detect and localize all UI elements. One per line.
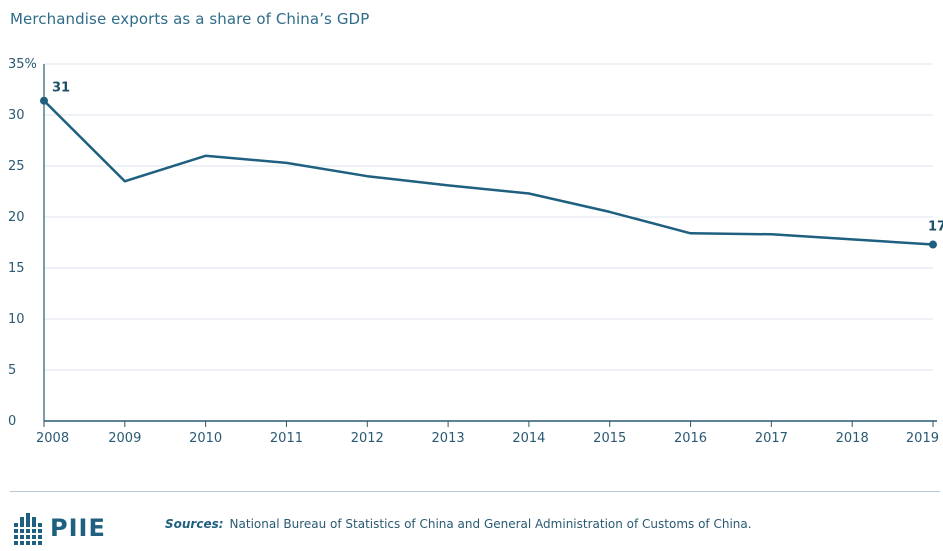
building-icon: [12, 513, 44, 545]
x-tick-label: 2017: [755, 431, 788, 446]
x-tick-label: 2012: [351, 431, 384, 446]
piie-logo: PIIE: [12, 510, 106, 546]
series-lines: [43, 99, 934, 246]
y-tick-label: 10: [8, 312, 25, 327]
x-tick-label: 2016: [674, 431, 707, 446]
footer-divider: [10, 491, 940, 492]
logo-text: PIIE: [50, 514, 106, 542]
x-tick-label: 2009: [108, 431, 141, 446]
y-tick-label: 20: [8, 210, 25, 225]
data-point: [40, 96, 48, 105]
data-label: 17: [928, 220, 943, 235]
x-tick-label: 2011: [270, 431, 303, 446]
sources-label: Sources:: [165, 517, 224, 531]
series-line: [43, 99, 934, 246]
y-tick-label: 30: [8, 108, 25, 123]
data-points: [40, 96, 937, 249]
x-tick-label: 2010: [189, 431, 222, 446]
y-tick-label: 0: [8, 414, 16, 429]
x-tick-label: 2013: [432, 431, 465, 446]
y-axis-ticks: 0 5 10 15 20 25 30 35%: [8, 57, 37, 429]
x-tick-label: 2014: [512, 431, 545, 446]
x-tick-label: 2015: [593, 431, 626, 446]
x-tick-label: 2019: [906, 431, 939, 446]
chart-title: Merchandise exports as a share of China’…: [10, 10, 370, 28]
data-label: 31: [52, 81, 70, 96]
data-labels: 31 17: [52, 81, 943, 235]
sources-note: Sources: National Bureau of Statistics of…: [165, 517, 752, 531]
y-tick-label: 15: [8, 261, 25, 276]
y-tick-label: 5: [8, 363, 16, 378]
x-tick-label: 2008: [36, 431, 69, 446]
x-tick-label: 2018: [836, 431, 869, 446]
data-point: [929, 240, 937, 249]
y-tick-label: 35%: [8, 57, 37, 72]
y-tick-label: 25: [8, 159, 25, 174]
line-chart: 0 5 10 15 20 25 30 35% 2008 2009 2010 2011 2012 2013…: [8, 57, 943, 446]
gridlines: [44, 63, 933, 371]
sources-text: National Bureau of Statistics of China a…: [229, 517, 752, 531]
x-axis: 2008 2009 2010 2011 2012 2013 2014 2015 2016 2017…: [36, 64, 939, 446]
